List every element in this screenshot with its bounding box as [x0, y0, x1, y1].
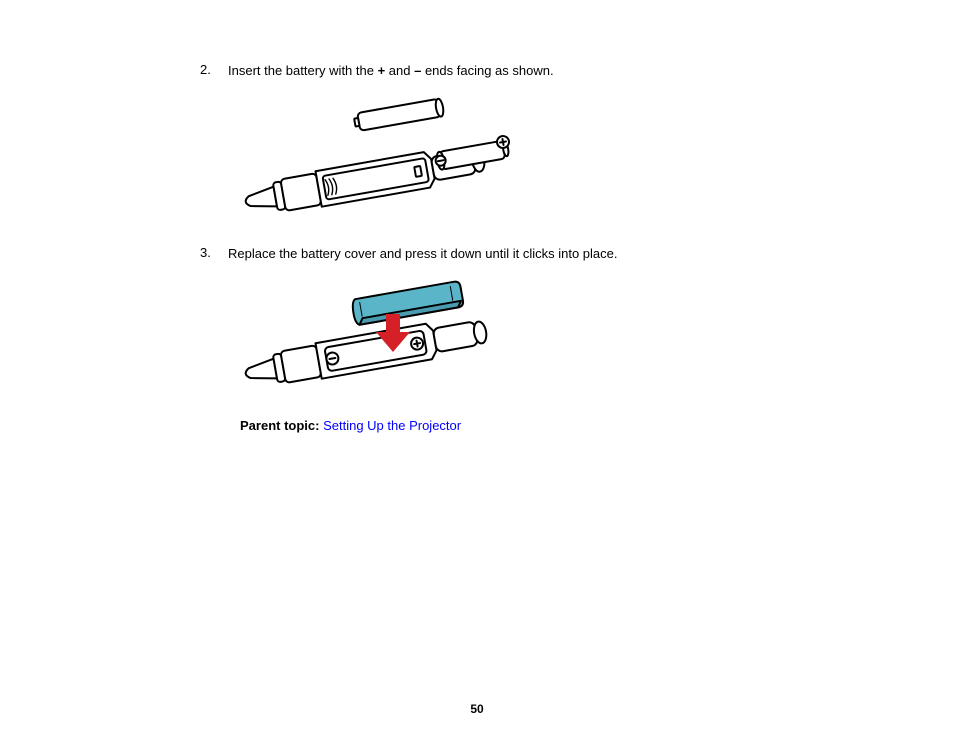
- parent-topic: Parent topic: Setting Up the Projector: [240, 418, 760, 433]
- step-3: 3. Replace the battery cover and press i…: [200, 245, 760, 263]
- page-number: 50: [0, 702, 954, 716]
- step-2: 2. Insert the battery with the + and – e…: [200, 62, 760, 80]
- figure-replace-cover: [238, 274, 760, 394]
- content-area: 2. Insert the battery with the + and – e…: [200, 62, 760, 433]
- step-text: Replace the battery cover and press it d…: [228, 245, 760, 263]
- parent-topic-link[interactable]: Setting Up the Projector: [323, 418, 461, 433]
- step-text: Insert the battery with the + and – ends…: [228, 62, 760, 80]
- figure-insert-battery: [238, 92, 760, 227]
- parent-topic-label: Parent topic:: [240, 418, 323, 433]
- steps-list-2: 3. Replace the battery cover and press i…: [200, 245, 760, 263]
- steps-list: 2. Insert the battery with the + and – e…: [200, 62, 760, 80]
- step-number: 2.: [200, 62, 228, 80]
- step-number: 3.: [200, 245, 228, 263]
